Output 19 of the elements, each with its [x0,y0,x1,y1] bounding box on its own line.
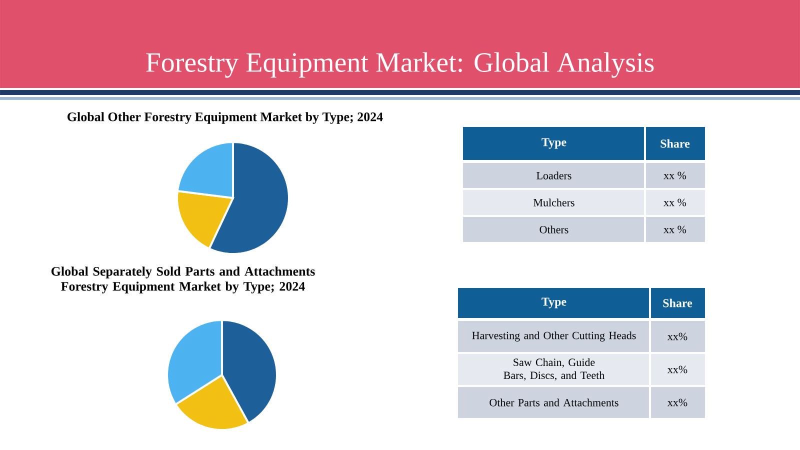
chart-title: Global Separately Sold Parts and Attachments Forestry Equipment Market by Type; 2024 [51,266,315,294]
text: Share [660,139,690,148]
text: Type [542,298,566,308]
category-label: Others [540,226,568,234]
category-label: Harvesting and Other Cutting Heads [472,331,636,342]
text: xx % [664,198,686,206]
text: Forestry Equipment Market: Global Analysis [146,52,654,78]
text: xx% [668,398,688,406]
text: Share [663,298,692,308]
category-label: Mulchers [534,198,574,206]
category-label: Loaders [536,172,572,180]
chart-subtitle: Global Other Forestry Equipment Market by Type; 2024 [68,112,383,124]
text: xx% [668,366,688,374]
text: xx% [668,332,688,340]
text: xx % [664,172,686,180]
category-label: Other Parts and Attachments [490,398,618,406]
text: Type [542,138,566,149]
text: xx % [664,226,686,234]
category-label: Saw Chain, Guide Bars, Discs, and Teeth [504,358,605,381]
